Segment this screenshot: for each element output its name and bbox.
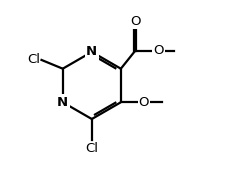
Text: N: N	[86, 45, 97, 58]
Text: Cl: Cl	[27, 53, 40, 66]
Text: Cl: Cl	[85, 142, 98, 155]
Text: O: O	[138, 96, 149, 109]
Text: O: O	[129, 15, 140, 28]
Text: N: N	[57, 96, 68, 109]
Text: O: O	[153, 44, 163, 57]
